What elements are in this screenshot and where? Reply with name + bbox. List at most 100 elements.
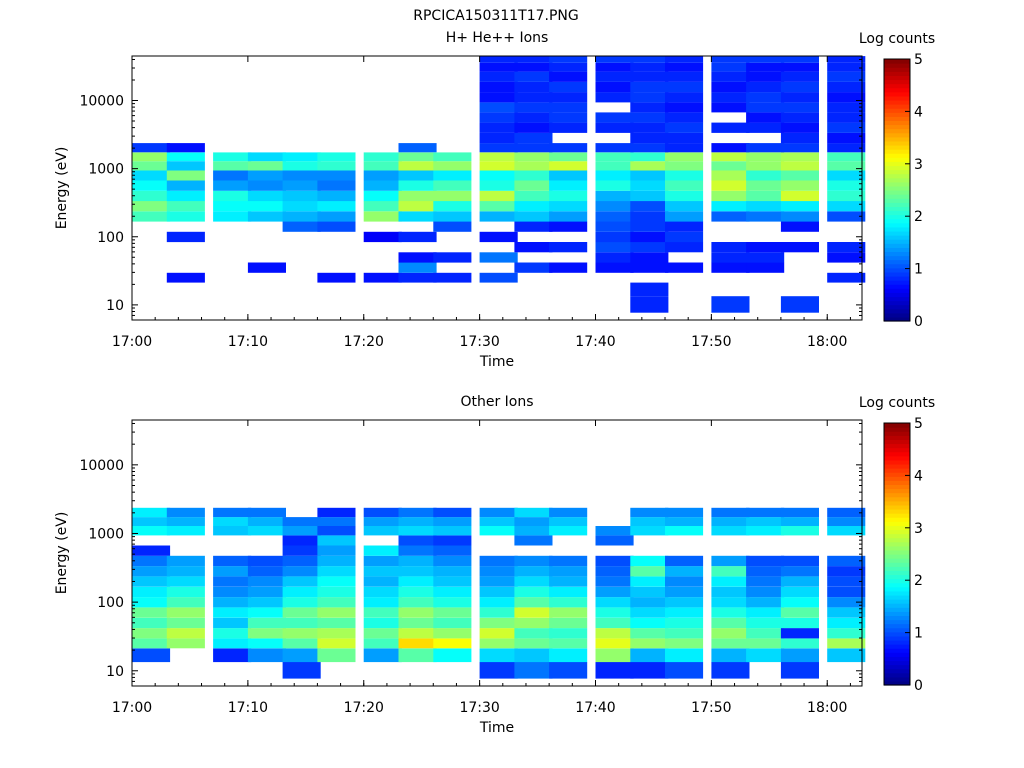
heatmap-cell: [132, 638, 171, 649]
heatmap-cell: [665, 112, 704, 123]
heatmap-cell: [665, 597, 704, 608]
heatmap-cell: [549, 152, 588, 162]
heatmap-cell: [665, 242, 704, 253]
heatmap-cell: [549, 507, 588, 518]
colorbar-segment: [884, 545, 910, 551]
colorbar-segment: [884, 517, 910, 522]
colorbar-segment: [884, 480, 910, 485]
y-axis-label: Energy (eV): [54, 147, 70, 230]
plot-frame: [131, 55, 863, 321]
colorbar-segment: [884, 635, 910, 641]
heatmap-cell: [398, 143, 437, 153]
colorbar-segment: [884, 619, 910, 625]
heatmap-cell: [166, 180, 205, 191]
colorbar-segment: [884, 165, 910, 171]
heatmap-cell: [398, 231, 437, 243]
heatmap-cell: [595, 81, 634, 93]
heatmap-cell: [363, 545, 402, 556]
heatmap-cells: [132, 507, 866, 679]
heatmap-cell: [213, 180, 252, 191]
heatmap-cell: [827, 143, 866, 153]
colorbar-segment: [884, 132, 910, 138]
heatmap-cell: [549, 517, 588, 526]
heatmap-cell: [398, 628, 437, 639]
heatmap-cell: [549, 242, 588, 253]
colorbar: 0 1 2 3 4 5 Log counts: [859, 395, 935, 694]
heatmap-cell: [780, 576, 819, 587]
heatmap-cell: [247, 507, 286, 518]
heatmap-cell: [595, 122, 634, 133]
heatmap-cell: [827, 272, 866, 283]
heatmap-cell: [780, 597, 819, 608]
colorbar-segment: [884, 83, 910, 89]
heatmap-cell: [595, 607, 634, 618]
heatmap-cell: [746, 628, 785, 639]
colorbar-segment: [884, 194, 910, 199]
heatmap-cell: [780, 81, 819, 93]
colorbar-segment: [884, 120, 910, 126]
heatmap-cell: [780, 92, 819, 103]
heatmap-cell: [479, 628, 518, 639]
heatmap-cell: [827, 102, 866, 113]
y-tick-label: 10: [106, 664, 124, 680]
colorbar-segment: [884, 280, 910, 285]
heatmap-cell: [317, 201, 356, 212]
heatmap-cell: [780, 617, 819, 629]
heatmap-cell: [317, 170, 356, 181]
colorbar-tick-label: 4: [914, 468, 923, 484]
heatmap-cell: [514, 586, 553, 598]
heatmap-cell: [746, 92, 785, 103]
heatmap-cell: [827, 161, 866, 171]
heatmap-cell: [746, 190, 785, 202]
colorbar-segment: [884, 639, 910, 645]
heatmap-cell: [549, 638, 588, 649]
heatmap-cell: [398, 161, 437, 171]
heatmap-cell: [746, 81, 785, 93]
heatmap-cell: [433, 190, 472, 202]
heatmap-cell: [166, 597, 205, 608]
heatmap-cell: [746, 56, 785, 63]
heatmap-cell: [711, 517, 750, 526]
colorbar-segment: [884, 644, 910, 649]
heatmap-cell: [363, 161, 402, 171]
heatmap-cell: [514, 262, 553, 273]
heatmap-cell: [247, 628, 286, 639]
heatmap-cell: [665, 231, 704, 243]
heatmap-cell: [711, 617, 750, 629]
heatmap-cell: [213, 161, 252, 171]
colorbar-tick-label: 5: [914, 52, 923, 68]
heatmap-cell: [317, 517, 356, 526]
heatmap-cell: [665, 586, 704, 598]
heatmap-cell: [317, 507, 356, 518]
heatmap-cell: [363, 648, 402, 663]
heatmap-cell: [630, 152, 669, 162]
colorbar-segment: [884, 554, 910, 559]
heatmap-cell: [247, 170, 286, 181]
heatmap-cell: [549, 81, 588, 93]
heatmap-cell: [132, 576, 171, 587]
heatmap-cell: [746, 638, 785, 649]
heatmap-cell: [398, 617, 437, 629]
colorbar-segment: [884, 218, 910, 224]
heatmap-cell: [514, 190, 553, 202]
colorbar-segment: [884, 222, 910, 228]
heatmap-cell: [711, 152, 750, 162]
heatmap-cell: [433, 526, 472, 536]
heatmap-cell: [433, 566, 472, 577]
heatmap-cell: [132, 597, 171, 608]
heatmap-cell: [398, 597, 437, 608]
colorbar-tick-label: 4: [914, 104, 923, 120]
heatmap-cell: [479, 566, 518, 577]
heatmap-cell: [479, 638, 518, 649]
heatmap-cell: [711, 62, 750, 72]
x-tick-label: 17:20: [344, 334, 384, 350]
heatmap-cell: [595, 190, 634, 202]
heatmap-cell: [827, 617, 866, 629]
heatmap-cell: [549, 211, 588, 222]
x-tick-label: 17:50: [691, 334, 731, 350]
colorbar-segment: [884, 439, 910, 445]
heatmap-cell: [363, 597, 402, 608]
colorbar-segment: [884, 91, 910, 97]
colorbar-segment: [884, 173, 910, 179]
heatmap-cell: [363, 628, 402, 639]
